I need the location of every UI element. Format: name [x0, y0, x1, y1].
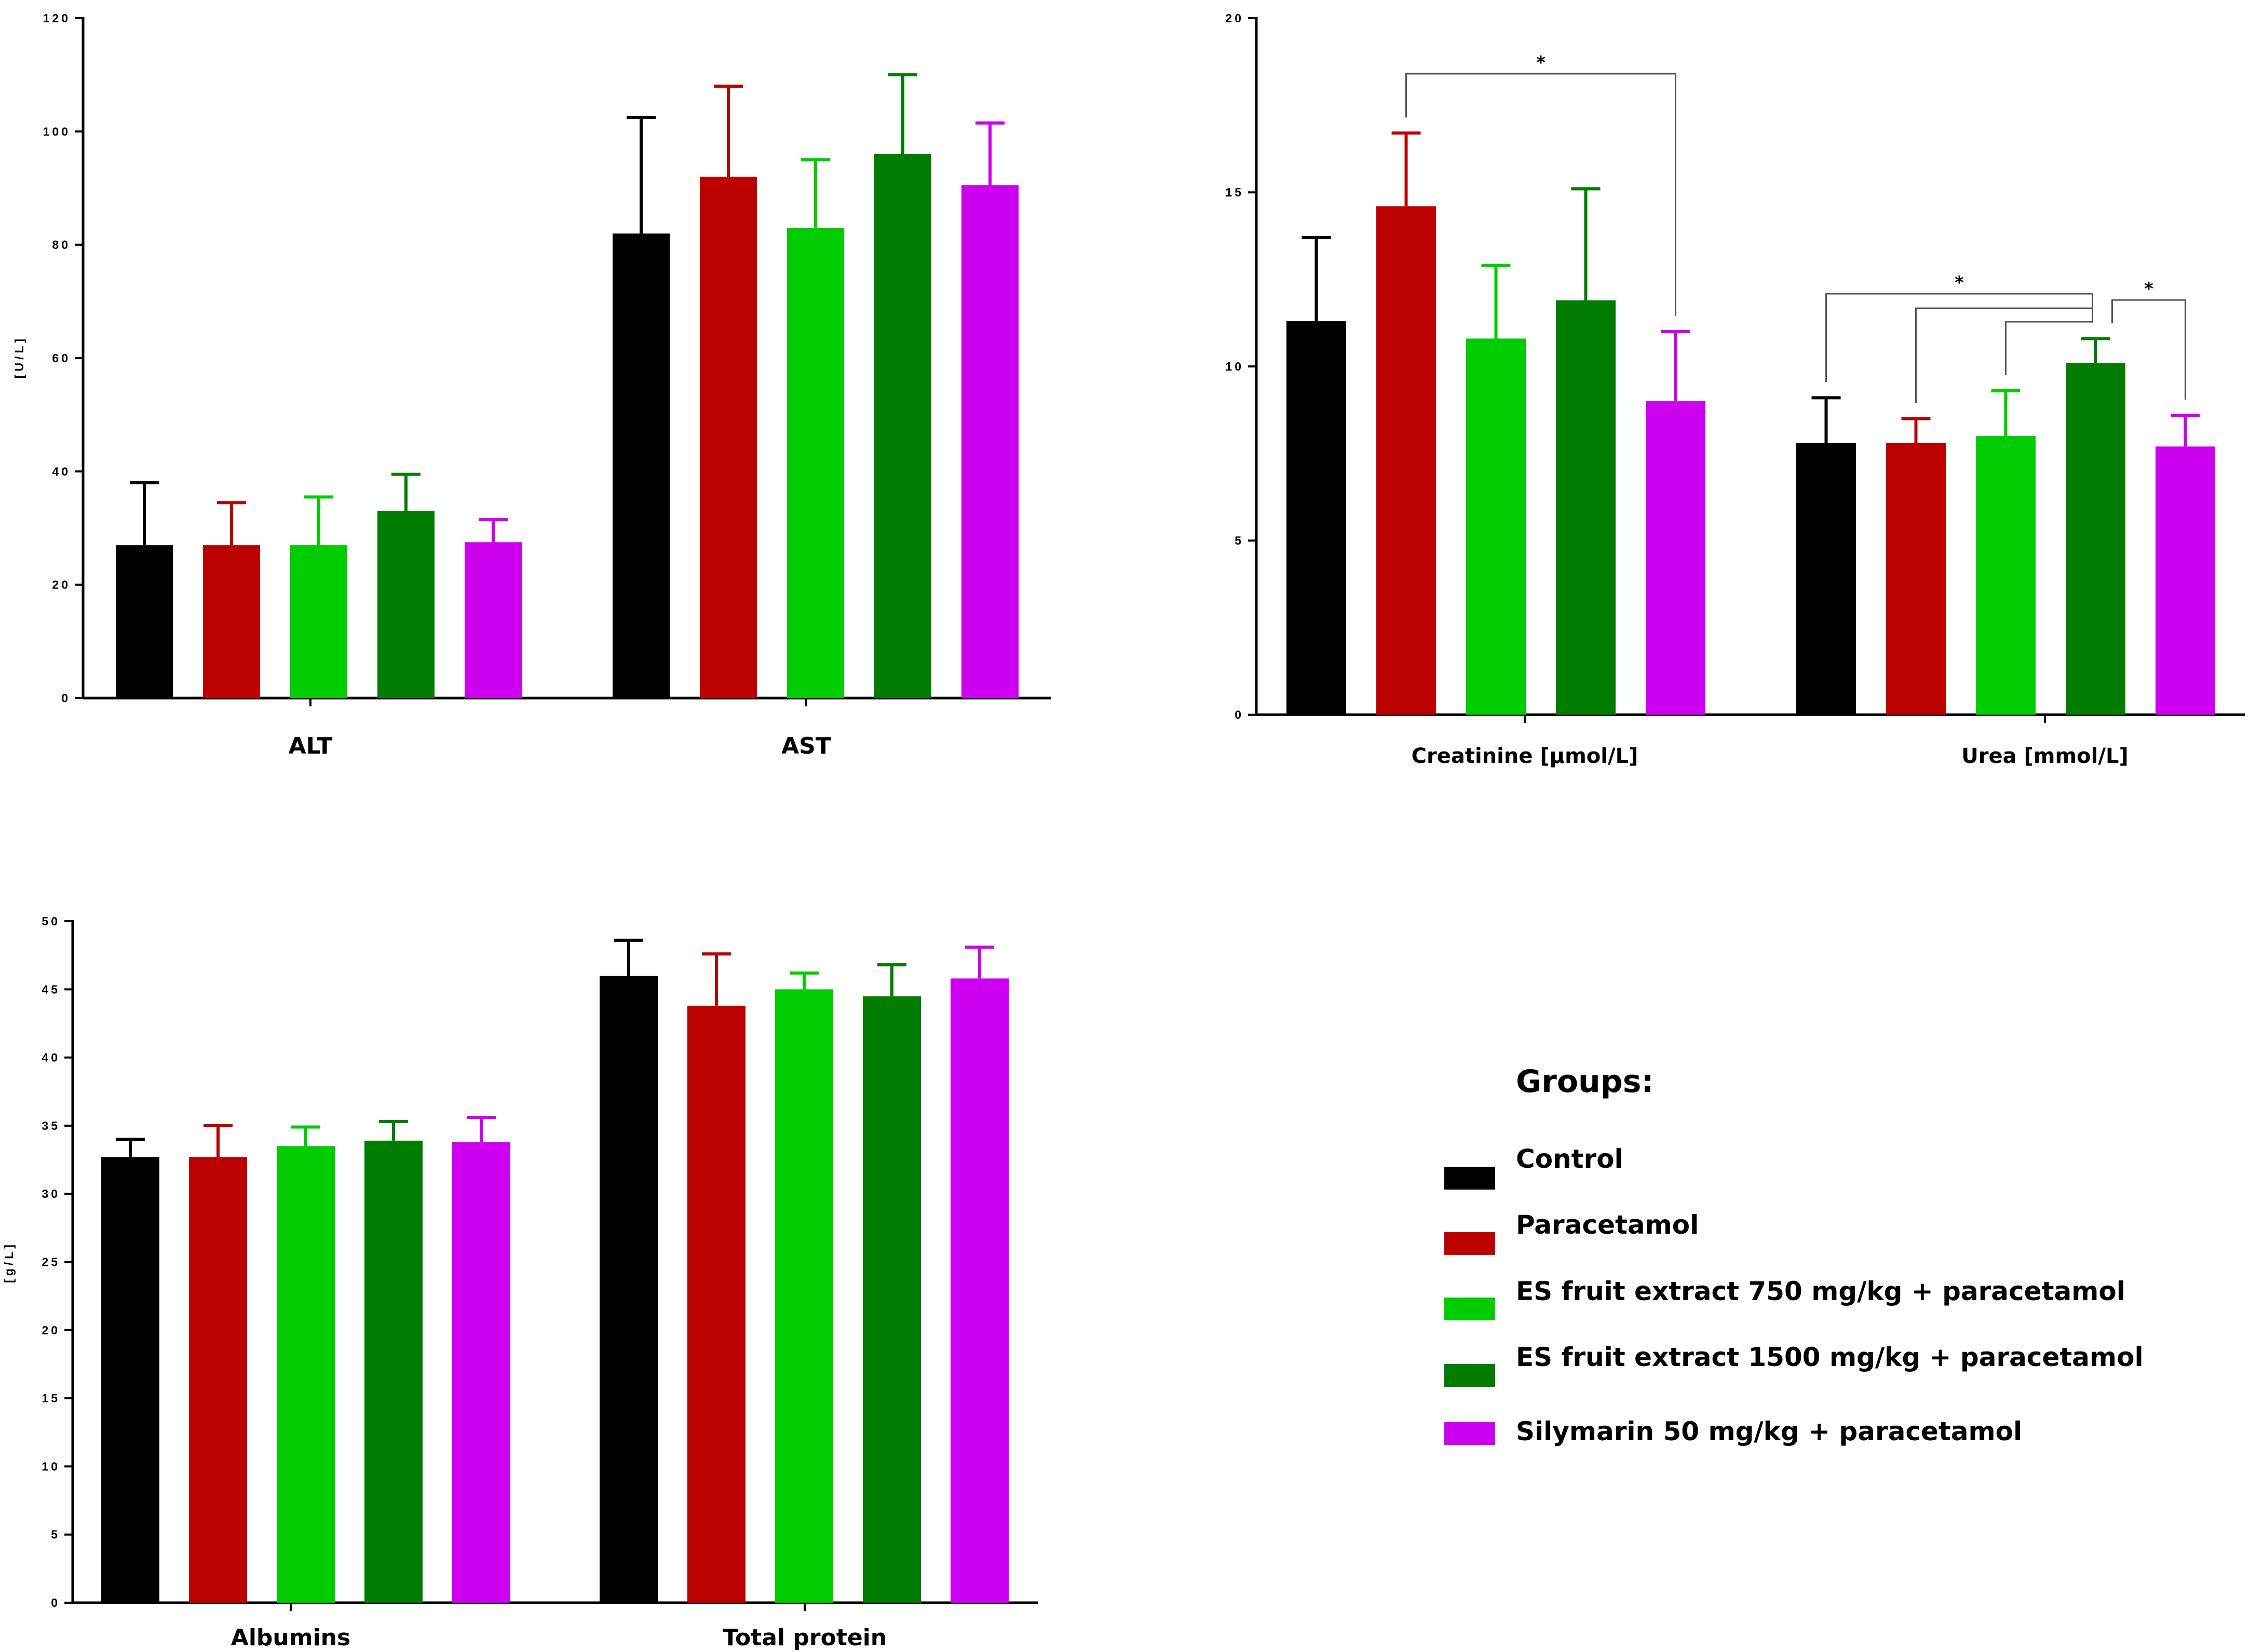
- bar: [961, 185, 1019, 699]
- bar: [189, 1157, 247, 1603]
- y-tick-label: 25: [42, 1255, 60, 1269]
- significance-bracket: [2111, 299, 2186, 400]
- y-tick-label: 10: [1225, 360, 1244, 373]
- y-tick-label: 0: [61, 691, 71, 705]
- bar: [2156, 446, 2215, 715]
- y-tick-label: 20: [52, 578, 71, 592]
- bar: [1556, 300, 1616, 715]
- bar: [600, 976, 658, 1603]
- legend-item-silymarin: Silymarin 50 mg/kg + paracetamol: [1444, 1416, 2022, 1446]
- y-tick-label: 30: [42, 1187, 60, 1200]
- legend-swatch: [1444, 1364, 1495, 1387]
- bar: [277, 1146, 335, 1603]
- bar: [377, 511, 435, 698]
- bar: [700, 176, 757, 699]
- bar: [364, 1140, 423, 1603]
- category-label: Total protein: [723, 1624, 887, 1651]
- bar: [452, 1142, 510, 1603]
- y-tick-label: 45: [42, 982, 60, 996]
- category-label: Creatinine [µmol/L]: [1412, 744, 1638, 768]
- bar: [1886, 443, 1946, 715]
- legend-swatch: [1444, 1422, 1495, 1445]
- bar: [775, 989, 833, 1603]
- y-tick-label: 35: [42, 1119, 60, 1132]
- category-label: AST: [781, 733, 831, 759]
- legend-label: Control: [1516, 1144, 1623, 1174]
- y-axis-label: [g/L]: [2, 1241, 16, 1283]
- y-tick-label: 15: [1225, 186, 1244, 199]
- bar: [465, 542, 522, 698]
- significance-marker: *: [1955, 272, 1964, 293]
- bar: [1976, 436, 2036, 715]
- y-tick-label: 15: [42, 1391, 60, 1405]
- y-tick-label: 0: [51, 1596, 60, 1609]
- legend-swatch: [1444, 1167, 1495, 1190]
- bar: [613, 233, 670, 698]
- y-tick-label: 40: [52, 465, 71, 478]
- significance-marker: *: [1536, 52, 1546, 73]
- bar: [874, 154, 931, 698]
- bar: [1466, 338, 1526, 715]
- y-tick-label: 50: [42, 914, 60, 928]
- y-tick-label: 0: [1235, 708, 1244, 721]
- legend-item-es-750: ES fruit extract 750 mg/kg + paracetamol: [1444, 1276, 2125, 1320]
- bar: [1796, 443, 1856, 715]
- bar: [787, 227, 844, 699]
- significance-bracket: [1825, 293, 2093, 383]
- bar: [1286, 321, 1346, 715]
- category-label: Albumins: [231, 1624, 350, 1651]
- bar: [863, 996, 921, 1603]
- significance-marker: *: [2144, 279, 2153, 299]
- legend-item-control: Control: [1444, 1144, 1623, 1190]
- bar: [1646, 401, 1705, 715]
- y-tick-label: 100: [43, 125, 71, 138]
- bar: [687, 1005, 746, 1603]
- category-label: Urea [mmol/L]: [1961, 744, 2128, 768]
- legend-swatch: [1444, 1298, 1495, 1320]
- category-label: ALT: [289, 733, 333, 759]
- legend-title: Groups:: [1516, 1063, 1653, 1100]
- bar: [203, 545, 260, 698]
- legend-label: Silymarin 50 mg/kg + paracetamol: [1516, 1416, 2022, 1446]
- y-tick-label: 80: [52, 238, 71, 252]
- y-tick-label: 60: [52, 351, 71, 365]
- significance-bracket: [2005, 321, 2093, 375]
- bar: [1376, 206, 1436, 715]
- chart-kidney-markers: 0 5 10 15 20 Creatinine [µmol/L] Urea [mmol/L]…: [1225, 11, 2245, 768]
- legend-item-es-1500: ES fruit extract 1500 mg/kg + paracetamo…: [1444, 1342, 2144, 1387]
- y-tick-label: 10: [42, 1459, 60, 1473]
- significance-bracket: [1405, 73, 1676, 316]
- bar: [951, 978, 1009, 1603]
- y-axis-label: [U/L]: [12, 336, 26, 378]
- legend-label: Paracetamol: [1516, 1210, 1699, 1240]
- bar: [2066, 363, 2125, 715]
- legend-item-paracetamol: Paracetamol: [1444, 1210, 1699, 1255]
- significance-bracket: [1915, 307, 2093, 403]
- legend: Groups: Control Paracetamol ES fruit ext…: [1444, 1063, 2144, 1446]
- y-tick-label: 20: [1225, 11, 1244, 25]
- bar: [101, 1157, 159, 1603]
- legend-swatch: [1444, 1232, 1495, 1255]
- y-tick-label: 5: [51, 1528, 60, 1541]
- y-tick-label: 5: [1235, 534, 1244, 548]
- chart-liver-enzymes: 0 20 40 60 80 100 120 [U/L] ALT AST: [12, 11, 1051, 759]
- y-tick-label: 20: [42, 1323, 60, 1337]
- legend-label: ES fruit extract 1500 mg/kg + paracetamo…: [1516, 1342, 2144, 1372]
- y-tick-label: 120: [43, 11, 71, 25]
- y-tick-label: 40: [42, 1051, 60, 1064]
- bar: [116, 545, 173, 698]
- bar: [290, 545, 347, 698]
- chart-proteins: 0 5 10 15 20 25 30 35 40 45 50 [g/L] Albumins Total p…: [2, 914, 1038, 1651]
- legend-label: ES fruit extract 750 mg/kg + paracetamol: [1516, 1276, 2125, 1306]
